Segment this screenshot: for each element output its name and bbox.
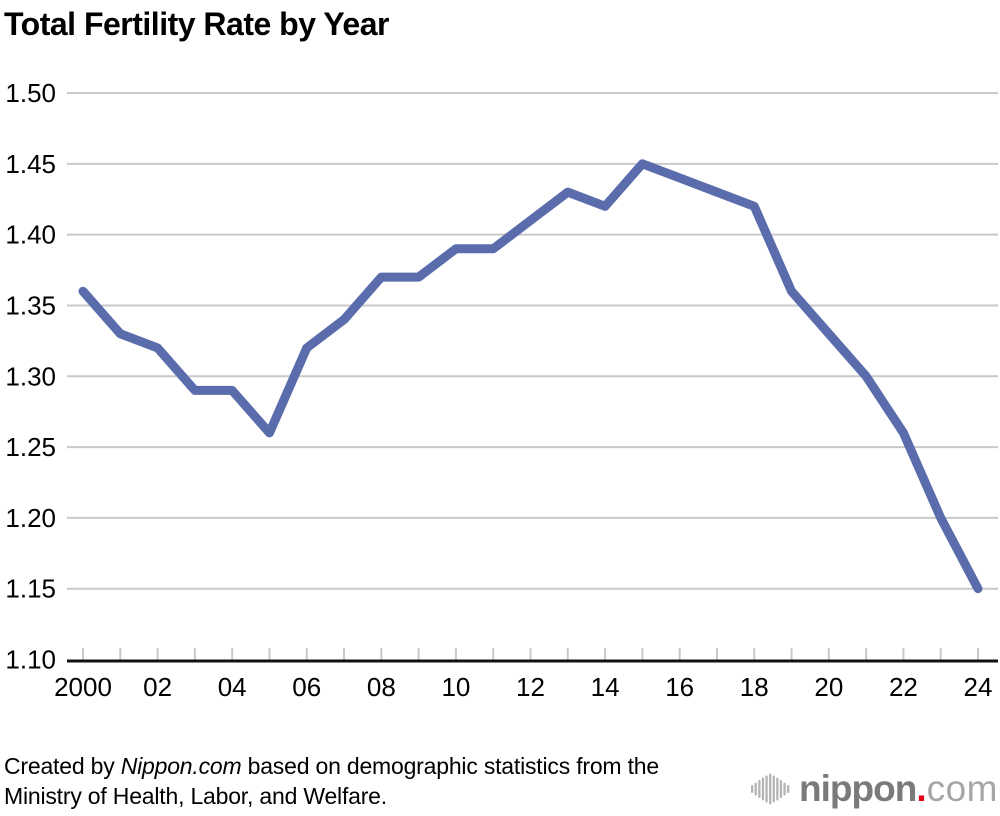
- y-tick-label: 1.10: [5, 645, 56, 675]
- logo-text-nippon: nippon: [799, 768, 917, 809]
- y-tick-label: 1.40: [5, 220, 56, 250]
- x-tick-label: 14: [591, 672, 620, 702]
- y-tick-label: 1.35: [5, 290, 56, 320]
- logo-text-com: com: [926, 768, 998, 809]
- x-tick-label: 18: [740, 672, 769, 702]
- x-tick-label: 20: [814, 672, 843, 702]
- logo-red-dot: .: [916, 768, 927, 809]
- x-tick-label: 02: [143, 672, 172, 702]
- x-tick-label: 12: [516, 672, 545, 702]
- y-tick-label: 1.25: [5, 432, 56, 462]
- page-title: Total Fertility Rate by Year: [4, 6, 389, 42]
- credit-line2: Ministry of Health, Labor, and Welfare.: [4, 783, 387, 809]
- y-tick-label: 1.15: [5, 574, 56, 604]
- x-tick-label: 08: [367, 672, 396, 702]
- soundwave-bars-icon: [751, 773, 790, 805]
- x-tick-label: 04: [218, 672, 247, 702]
- y-tick-label: 1.50: [5, 78, 56, 108]
- x-tick-label: 24: [964, 672, 993, 702]
- credit-source-name: Nippon.com: [120, 753, 242, 779]
- y-tick-label: 1.45: [5, 149, 56, 179]
- credit-prefix: Created by: [4, 753, 121, 779]
- x-tick-label: 22: [889, 672, 918, 702]
- credit-suffix: based on demographic statistics from the: [241, 753, 660, 779]
- fertility-rate-series-line: [78, 159, 983, 594]
- x-tick-label: 16: [665, 672, 694, 702]
- x-tick-label: 06: [292, 672, 321, 702]
- y-tick-label: 1.30: [5, 361, 56, 391]
- nippon-com-logo: nippon . com: [751, 768, 998, 810]
- source-credit: Created by Nippon.com based on demograph…: [4, 751, 659, 811]
- x-tick-label: 10: [441, 672, 470, 702]
- x-tick-label: 2000: [54, 672, 112, 702]
- y-tick-label: 1.20: [5, 503, 56, 533]
